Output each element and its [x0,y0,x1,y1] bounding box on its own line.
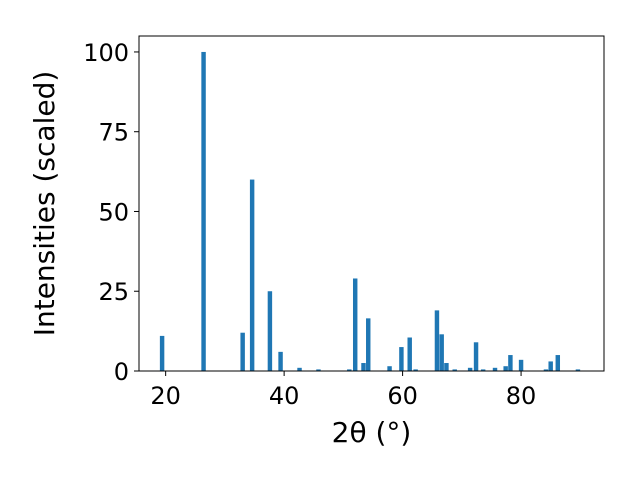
bar [473,342,479,371]
bar [347,369,352,371]
bar [480,369,486,371]
bar [361,363,366,371]
bar [267,291,273,371]
bar [366,318,371,371]
bar [278,351,283,371]
y-tick-label: 50 [98,198,129,226]
x-tick-label: 80 [506,382,537,410]
bar [316,369,321,371]
bar [548,361,553,371]
y-tick-label: 0 [114,358,129,386]
bar [240,332,245,371]
bar [555,355,561,371]
bar [159,335,165,371]
plot-frame [138,35,605,372]
y-axis-ticks: 0 25 50 75 100 [83,39,139,386]
bar [467,367,473,371]
x-tick-label: 40 [269,382,300,410]
x-tick-label: 20 [150,382,181,410]
bar [503,366,508,371]
y-axis-label: Intensities (scaled) [28,71,61,337]
y-tick-label: 100 [83,39,129,67]
bars [159,51,581,371]
x-tick-label: 60 [387,382,418,410]
bar [508,355,513,371]
bar [201,51,206,371]
bar [434,310,440,371]
bar [439,334,444,371]
bar [297,367,302,371]
bar [352,278,358,371]
x-axis-label: 2θ (°) [332,416,412,449]
y-tick-label: 75 [98,119,129,147]
bar [249,179,255,371]
bar [575,369,581,371]
bar [444,363,449,371]
bar [492,367,498,371]
bar [452,369,457,371]
bar [399,347,404,371]
bar [407,337,412,371]
y-tick-label: 25 [98,278,129,306]
bar [543,369,549,371]
bar [413,369,418,371]
bar [518,359,524,371]
bar [387,366,392,371]
x-axis-ticks: 20 40 60 80 [150,371,536,410]
